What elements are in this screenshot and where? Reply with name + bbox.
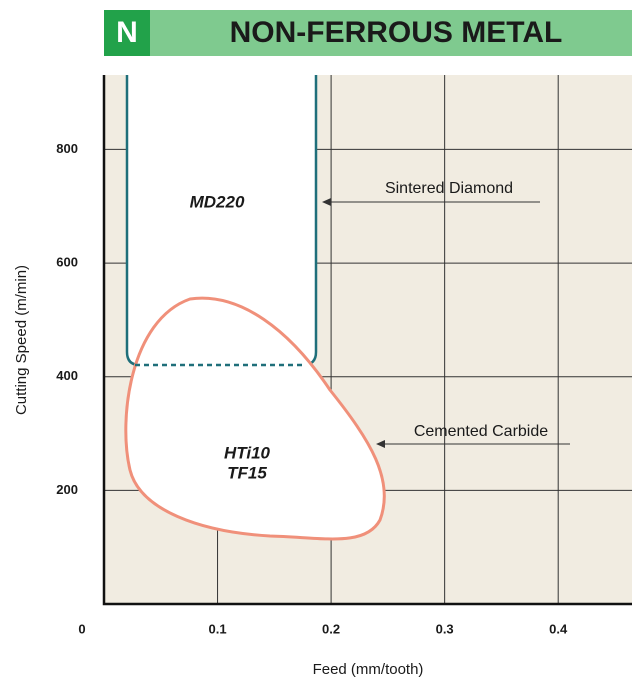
title-box (150, 10, 632, 56)
arrowhead (376, 440, 385, 448)
x-tick-label: 0.2 (322, 621, 340, 636)
y-tick-label: 200 (56, 482, 78, 497)
y-tick-label: 600 (56, 255, 78, 270)
grade-label: MD220 (190, 192, 245, 211)
x-tick-label: 0 (78, 621, 85, 636)
carbide-region (124, 296, 386, 541)
badge-box (104, 10, 150, 56)
grade-label: HTi10 (224, 443, 271, 462)
x-tick-label: 0.4 (549, 621, 568, 636)
y-tick-label: 800 (56, 141, 78, 156)
x-tick-label: 0.3 (436, 621, 454, 636)
grade-label: TF15 (227, 463, 267, 482)
arrowhead (322, 198, 331, 206)
region-label: Cemented Carbide (414, 423, 548, 440)
y-axis-label: Cutting Speed (m/min) (13, 265, 30, 415)
x-tick-label: 0.1 (209, 621, 227, 636)
region-label: Sintered Diamond (385, 180, 513, 197)
x-axis-label: Feed (mm/tooth) (313, 661, 424, 678)
axes (102, 75, 632, 606)
chart-title: NON-FERROUS METAL (230, 16, 563, 49)
badge: N (116, 16, 138, 49)
y-tick-label: 400 (56, 368, 78, 383)
